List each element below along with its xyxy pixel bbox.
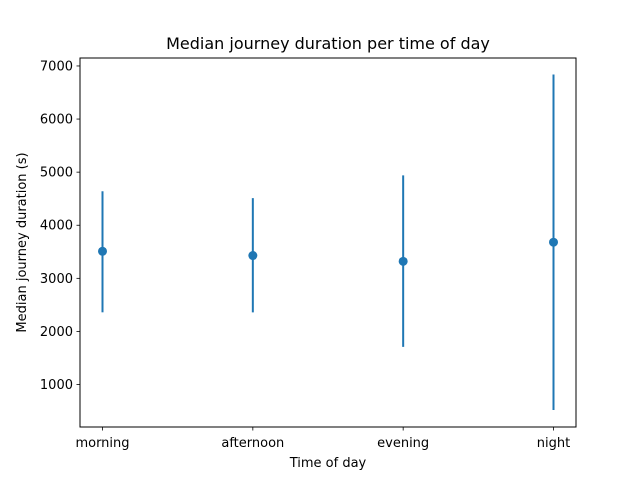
y-tick-label: 7000 [40,59,73,74]
y-tick-label: 4000 [40,219,73,234]
y-tick-label: 5000 [40,166,73,181]
x-tick-label-afternoon: afternoon [221,436,284,451]
y-axis-label: Median journey duration (s) [15,152,30,332]
y-tick-label: 6000 [40,113,73,128]
data-marks [98,74,558,411]
y-axis: 1000 2000 3000 4000 5000 6000 7000 [40,59,80,393]
y-tick-label: 2000 [40,325,73,340]
y-tick-label: 1000 [40,378,73,393]
chart-title: Median journey duration per time of day [166,34,490,53]
x-tick-label-evening: evening [377,436,429,451]
x-axis-label: Time of day [289,456,367,471]
y-tick-label: 3000 [40,272,73,287]
x-axis: morning afternoon evening night [75,427,570,451]
data-point-evening [398,256,408,266]
data-point-morning [98,246,107,256]
data-point-afternoon [248,251,258,261]
data-point-night [549,237,558,247]
plot-area [79,57,577,428]
x-tick-label-morning: morning [75,436,129,451]
x-tick-label-night: night [537,436,570,451]
